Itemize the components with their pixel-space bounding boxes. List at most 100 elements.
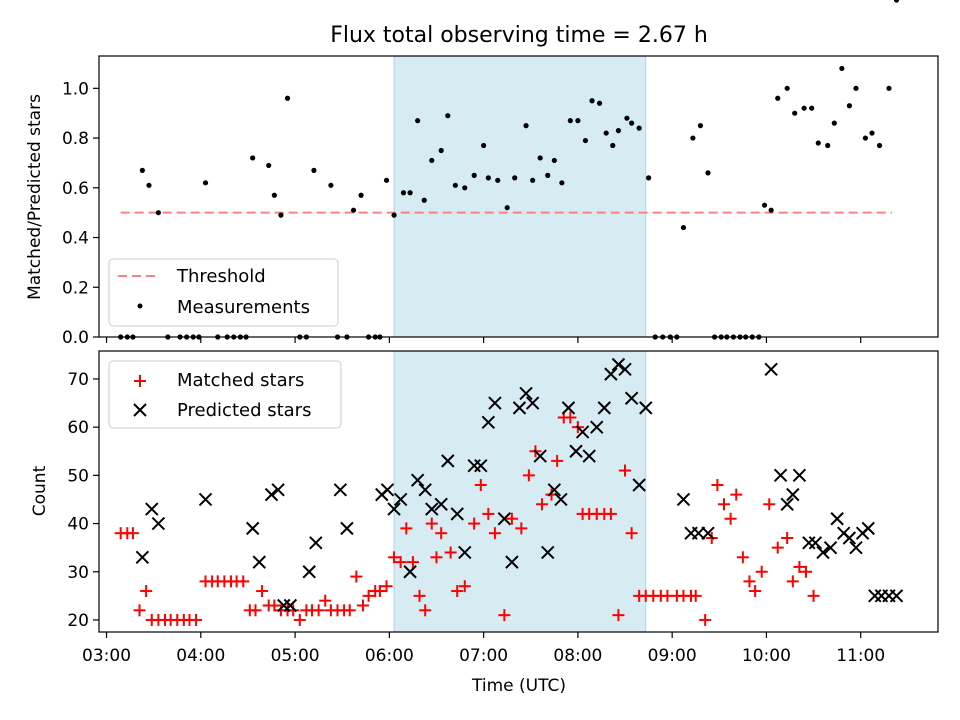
measurement-point (415, 118, 421, 124)
measurement-point (615, 128, 622, 134)
matched-star-point (551, 454, 564, 467)
measurement-point (284, 95, 291, 101)
measurement-point (421, 197, 427, 203)
count-y-tick-label: 30 (67, 563, 89, 583)
measurement-point (705, 170, 711, 176)
matched-star-point (356, 599, 369, 612)
matched-star-point (451, 585, 464, 598)
measurement-point (603, 130, 609, 136)
measurement-point (155, 210, 161, 216)
matched-star-point (413, 589, 426, 602)
predicted-star-point (271, 483, 285, 497)
matched-star-point (190, 613, 203, 626)
x-tick-label: 07:00 (459, 646, 508, 666)
measurement-point (481, 142, 487, 149)
predicted-star-point (611, 357, 626, 372)
count-legend: Matched stars Predicted stars (108, 360, 342, 429)
matched-star-point (763, 498, 776, 511)
x-tick-label: 11:00 (836, 646, 885, 666)
measurement-point (624, 115, 630, 121)
ratio-y-tick-label: 0.2 (62, 278, 89, 298)
measurement-point (391, 212, 397, 218)
predicted-star-point (773, 468, 788, 483)
matched-star-point (619, 464, 632, 477)
measurement-point (839, 65, 845, 72)
chart-title: Flux total observing time = 2.67 h (330, 23, 708, 48)
predicted-legend-swatch (133, 403, 147, 417)
predicted-star-point (861, 521, 875, 536)
predicted-star-point (497, 512, 512, 526)
ratio-legend: Threshold Measurements (108, 258, 339, 327)
predicted-star-point (808, 536, 823, 550)
predicted-star-point (561, 401, 576, 415)
matched-star-point (536, 498, 549, 511)
predicted-star-point (618, 362, 632, 377)
predicted-star-point (624, 391, 639, 405)
matched-star-point (425, 517, 438, 530)
measurement-point (846, 103, 852, 109)
matched-star-point (343, 604, 356, 617)
matched-star-point (126, 527, 139, 540)
x-tick-label: 04:00 (176, 646, 225, 666)
predicted-star-point (309, 536, 323, 550)
matched-star-point (522, 469, 535, 482)
matched-star-point (319, 594, 332, 607)
measurement-point (645, 175, 652, 181)
x-tick-label: 08:00 (553, 646, 602, 666)
x-tick-label: 10:00 (742, 646, 791, 666)
threshold-legend-label: Threshold (176, 266, 266, 287)
matched-star-point (293, 613, 306, 626)
measurement-point (809, 105, 815, 111)
measurement-point (582, 137, 589, 144)
predicted-star-point (519, 386, 533, 401)
measurement-point (311, 167, 317, 173)
predicted-star-point (333, 483, 348, 497)
ratio-y-tick-label: 0.4 (62, 229, 89, 249)
matched-star-point (564, 411, 577, 424)
predicted-star-point (264, 487, 279, 502)
predicted-star-point (474, 459, 488, 473)
predicted-star-point (849, 540, 863, 555)
matched-star-point (430, 551, 443, 564)
measurement-point (146, 182, 152, 188)
ratio-plot-frame (98, 55, 939, 338)
measurement-point (438, 147, 444, 154)
predicted-star-point (597, 401, 611, 415)
predicted-star-point (816, 545, 830, 560)
predicted-star-point (676, 492, 691, 507)
predicted-star-point (701, 526, 715, 540)
measurement-point (792, 110, 798, 116)
matched-star-point (256, 585, 269, 598)
measurement-point (775, 95, 781, 101)
ratio-y-tick-label: 0.8 (62, 129, 89, 149)
predicted-star-point (403, 565, 417, 579)
predicted-star-point (302, 565, 316, 579)
predicted-star-point (198, 492, 213, 507)
measurement-point (485, 175, 491, 181)
measurement-point (825, 142, 831, 149)
predicted-star-point (842, 531, 857, 545)
predicted-star-point (434, 497, 448, 511)
matched-star-point (488, 527, 501, 540)
matched-star-point (249, 604, 262, 617)
matched-star-point (730, 488, 743, 501)
matched-star-point (604, 507, 617, 520)
predicted-star-point (505, 555, 519, 569)
measurement-point (629, 120, 635, 126)
measurement-point (278, 212, 284, 218)
matched-star-point (755, 565, 768, 578)
measurement-point (537, 155, 543, 161)
matched-star-point (724, 512, 737, 525)
matched-star-point (380, 580, 393, 593)
matched-star-point (781, 532, 794, 545)
predicted-star-point (488, 396, 502, 410)
measurement-point (831, 120, 837, 126)
predicted-star-point (252, 555, 266, 569)
matched-star-point (711, 478, 724, 491)
measurement-point (545, 172, 551, 178)
measurement-point (383, 177, 390, 183)
measurement-point (445, 113, 451, 119)
count-y-tick-label: 70 (67, 370, 89, 390)
measurement-point (636, 125, 642, 131)
